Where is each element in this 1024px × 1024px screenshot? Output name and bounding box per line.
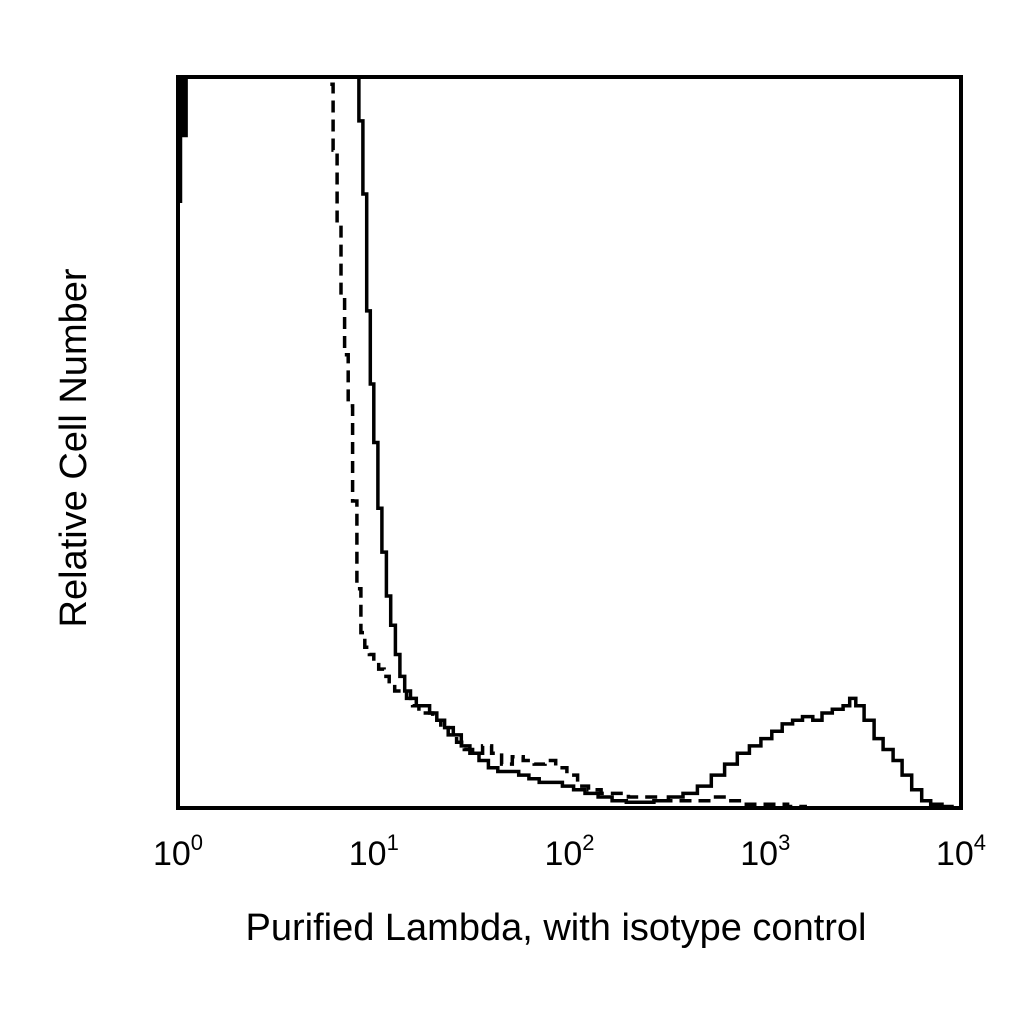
x-tick-label: 103 [740,830,790,873]
x-axis-title: Purified Lambda, with isotype control [246,907,867,949]
x-tick-labels: 100 101 102 103 104 [153,830,986,873]
series-line-solid [178,75,954,809]
y-axis-title: Relative Cell Number [53,268,95,627]
series-line-dashed [330,82,807,809]
x-tick-label: 101 [349,830,399,873]
x-tick-label: 100 [153,830,203,873]
x-tick-label: 102 [544,830,594,873]
x-tick-label: 104 [936,830,986,873]
plot-lines-group [178,75,954,809]
plot-frame [176,75,963,810]
